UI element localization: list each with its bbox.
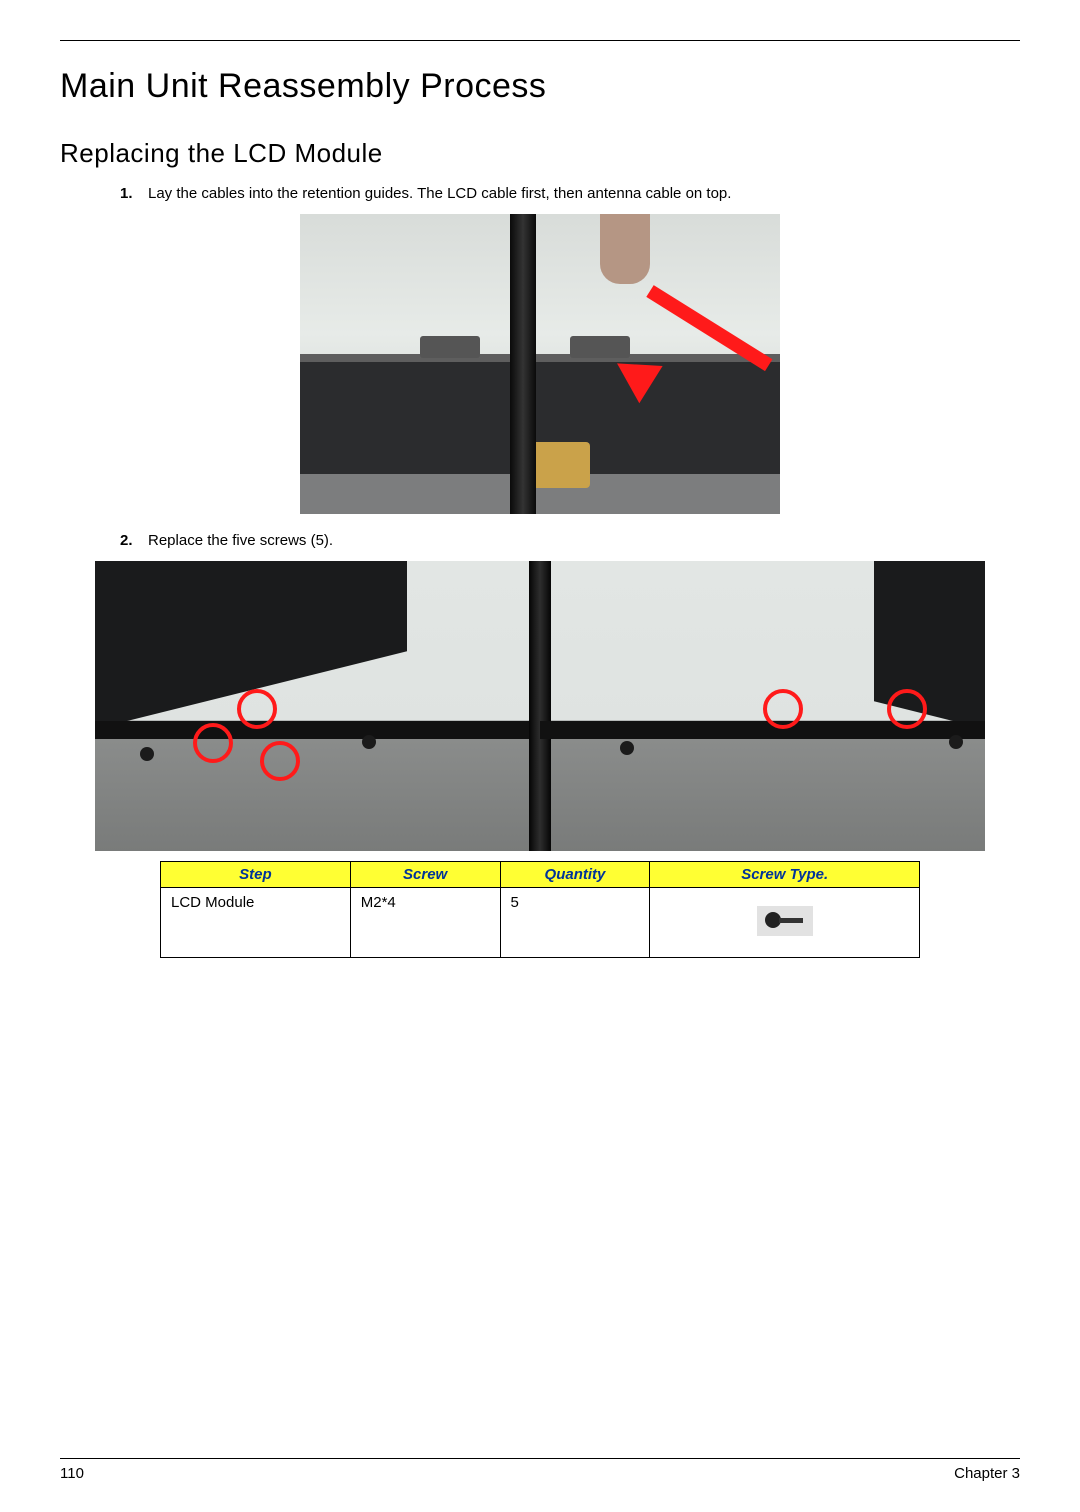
screw-circle-icon	[237, 689, 277, 729]
table-row: LCD Module M2*4 5	[161, 888, 920, 958]
cell-screw-type	[650, 888, 920, 958]
top-rule	[60, 40, 1020, 41]
divider-bar	[540, 561, 551, 851]
lcd-cable-graphic	[510, 214, 536, 514]
screw-circle-icon	[260, 741, 300, 781]
screw-type-icon	[757, 906, 813, 936]
chapter-label: Chapter 3	[954, 1465, 1020, 1482]
step-text: Lay the cables into the retention guides…	[148, 185, 1020, 202]
col-header-step: Step	[161, 862, 351, 888]
left-hinge-photo	[95, 561, 540, 851]
step-item: 1. Lay the cables into the retention gui…	[120, 185, 1020, 202]
step-list: 1. Lay the cables into the retention gui…	[60, 185, 1020, 202]
right-hinge-photo	[540, 561, 985, 851]
cell-screw: M2*4	[350, 888, 500, 958]
screw-spec-table: Step Screw Quantity Screw Type. LCD Modu…	[160, 861, 920, 958]
step-list: 2. Replace the five screws (5).	[60, 532, 1020, 549]
divider-bar	[529, 561, 540, 851]
screw-circle-icon	[887, 689, 927, 729]
table-header-row: Step Screw Quantity Screw Type.	[161, 862, 920, 888]
step-item: 2. Replace the five screws (5).	[120, 532, 1020, 549]
step-number: 2.	[120, 532, 148, 549]
cell-step: LCD Module	[161, 888, 351, 958]
col-header-quantity: Quantity	[500, 862, 650, 888]
screw-circle-icon	[763, 689, 803, 729]
rim-graphic	[95, 721, 540, 739]
finger-graphic	[600, 214, 650, 284]
hinge-tab-graphic	[420, 336, 480, 358]
figure-2-screw-locations	[95, 561, 985, 851]
step-text: Replace the five screws (5).	[148, 532, 1020, 549]
cell-quantity: 5	[500, 888, 650, 958]
step-number: 1.	[120, 185, 148, 202]
screw-circle-icon	[193, 723, 233, 763]
hole-dot	[140, 747, 154, 761]
hole-dot	[362, 735, 376, 749]
section-title: Replacing the LCD Module	[60, 138, 1020, 169]
col-header-screw: Screw	[350, 862, 500, 888]
figure-1-cable-routing	[300, 214, 780, 514]
page-footer: 110 Chapter 3	[60, 1458, 1020, 1482]
hole-dot	[949, 735, 963, 749]
hole-dot	[620, 741, 634, 755]
page-number: 110	[60, 1465, 84, 1482]
col-header-screw-type: Screw Type.	[650, 862, 920, 888]
page-title: Main Unit Reassembly Process	[60, 67, 1020, 106]
